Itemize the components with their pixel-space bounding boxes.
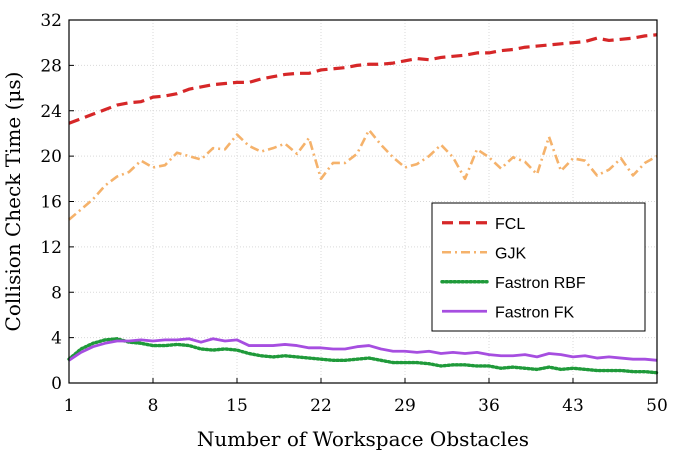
legend-label: Fastron FK (495, 304, 574, 321)
series-fcl (68, 33, 658, 125)
data-point (140, 160, 142, 162)
legend-label: GJK (495, 245, 526, 262)
data-point (560, 170, 562, 172)
series-line (68, 337, 658, 362)
y-tick-label: 12 (40, 238, 62, 258)
data-point (284, 143, 286, 145)
data-point (248, 81, 250, 83)
data-point (500, 50, 502, 52)
data-point (584, 41, 586, 43)
x-axis-title: Number of Workspace Obstacles (197, 427, 529, 451)
series-fastron-rbf (67, 337, 659, 375)
legend-box (431, 202, 646, 332)
y-tick-label: 16 (40, 193, 62, 213)
x-tick-label: 22 (310, 396, 332, 416)
y-tick-label: 8 (51, 283, 62, 303)
y-tick-label: 24 (40, 102, 62, 122)
x-tick-label: 50 (646, 396, 668, 416)
y-axis-title: Collision Check Time (μs) (1, 72, 25, 332)
data-point (368, 129, 370, 131)
series-line (68, 128, 658, 221)
data-point (200, 159, 202, 161)
data-point (212, 84, 214, 86)
y-tick-label: 28 (40, 56, 62, 76)
x-tick-label: 29 (394, 396, 416, 416)
data-point (260, 151, 262, 153)
series-line (68, 33, 658, 125)
series-fastron-fk (68, 337, 658, 362)
data-point (80, 118, 82, 120)
legend-label: Fastron RBF (495, 275, 586, 292)
data-point (464, 54, 466, 56)
series-line (67, 337, 659, 375)
legend: FCL GJK Fastron RBF Fastron FK (431, 202, 646, 332)
data-point (356, 153, 358, 155)
x-tick-label: 15 (226, 396, 248, 416)
series-gjk (68, 128, 658, 221)
x-tick-label: 36 (478, 396, 500, 416)
data-point (296, 72, 298, 74)
y-tick-label: 4 (51, 329, 62, 349)
data-point (164, 95, 166, 97)
data-point (380, 144, 382, 146)
data-point (536, 173, 538, 175)
data-point (632, 37, 634, 39)
x-tick-label: 1 (64, 396, 75, 416)
x-tick-labels: 1 8 15 22 29 36 43 50 (64, 378, 668, 416)
data-point (476, 148, 478, 150)
data-point (128, 102, 130, 104)
y-tick-label: 20 (40, 147, 62, 167)
x-tick-label: 8 (148, 396, 159, 416)
data-point (104, 185, 106, 187)
data-point (548, 44, 550, 46)
x-tick-label: 43 (562, 396, 584, 416)
series-layer (67, 33, 659, 375)
y-tick-labels: 0 4 8 12 16 20 24 28 32 (40, 11, 74, 394)
data-point (248, 145, 250, 147)
y-tick-label: 32 (40, 11, 62, 31)
legend-label: FCL (495, 216, 525, 233)
y-tick-label: 0 (51, 374, 62, 394)
